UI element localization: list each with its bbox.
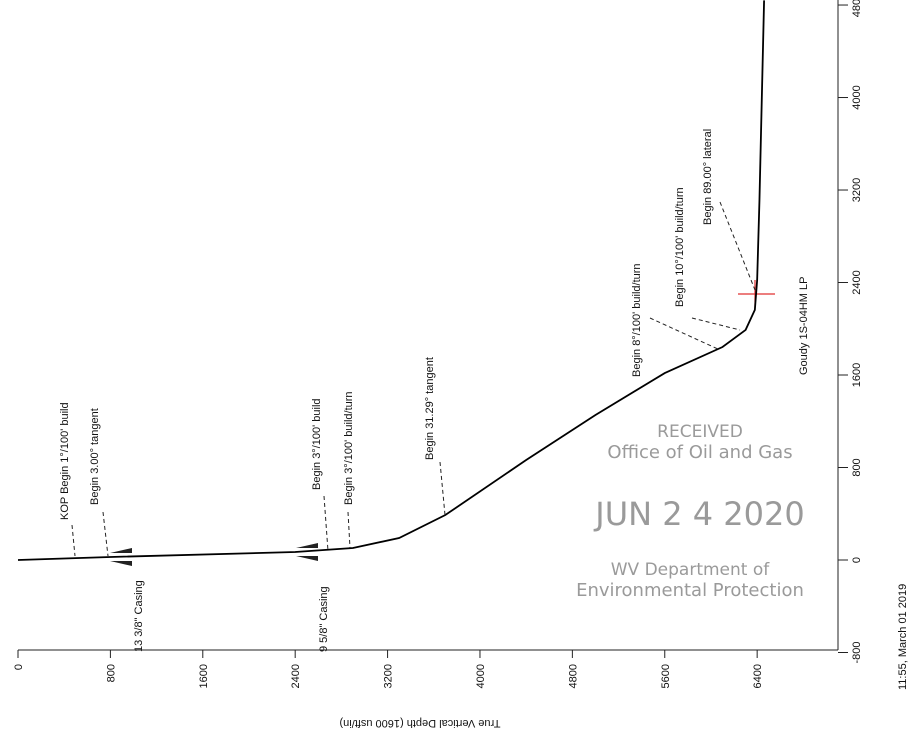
stamp-line: RECEIVED [657,422,743,442]
x-tick-label: 0 [13,664,25,670]
annotation: Begin 3°/100' build/turn [343,391,355,505]
casing-symbols [110,543,318,566]
leader-line [649,317,721,351]
y-tick-label: -800 [851,641,863,663]
x-tick-label: 6400 [752,664,764,688]
annotation: Begin 3°/100' build [311,398,323,490]
x-tick-label: 1600 [198,664,210,688]
y-tick-label: 4000 [851,85,863,109]
leader-line [102,511,109,557]
received-stamp: RECEIVED Office of Oil and Gas JUN 2 4 2… [576,422,805,601]
annotation: KOP Begin 1°/100' build [59,402,71,520]
leader-line [71,524,76,557]
casing-label: 13 3/8" Casing [133,580,145,652]
y-tick-label: 1600 [851,363,863,387]
x-axis-title: True Vertical Depth (1600 usft/in) [339,717,500,729]
y-tick-label: 2400 [851,270,863,294]
leader-line [439,461,446,516]
x-tick-label: 5600 [660,664,672,688]
x-tick-label: 3200 [383,664,395,688]
leader-line [691,317,741,331]
leader-line [323,495,329,552]
annotation: Begin 10°/100' build/turn [674,187,686,307]
stamp-line: WV Department of [611,560,771,580]
well-path [17,0,765,561]
x-tick-label: 800 [105,664,117,682]
x-tick-label: 4000 [475,664,487,688]
stamp-line: Office of Oil and Gas [607,442,792,463]
y-tick-label: 800 [851,458,863,476]
leader-line [347,511,351,549]
y-tick-label: 0 [851,557,863,563]
x-tick-label: 2400 [290,664,302,688]
stamp-line: Environmental Protection [576,580,804,601]
x-tick-label: 4800 [567,664,579,688]
annotation: Begin 31.29° tangent [424,357,436,460]
stamp-line: JUN 2 4 2020 [593,495,804,533]
casing-label: 9 5/8" Casing [318,586,330,652]
y-tick-label: 4800 [851,0,863,17]
timestamp: 11:55, March 01 2019 [897,584,909,690]
leader-line [719,201,756,291]
y-tick-label: 3200 [851,178,863,202]
target-label: Goudy 1S-04HM LP [798,277,810,375]
annotation: Begin 89.00° lateral [702,129,714,225]
annotation: Begin 3.00° tangent [89,408,101,505]
annotation: Begin 8°/100' build/turn [631,263,643,377]
